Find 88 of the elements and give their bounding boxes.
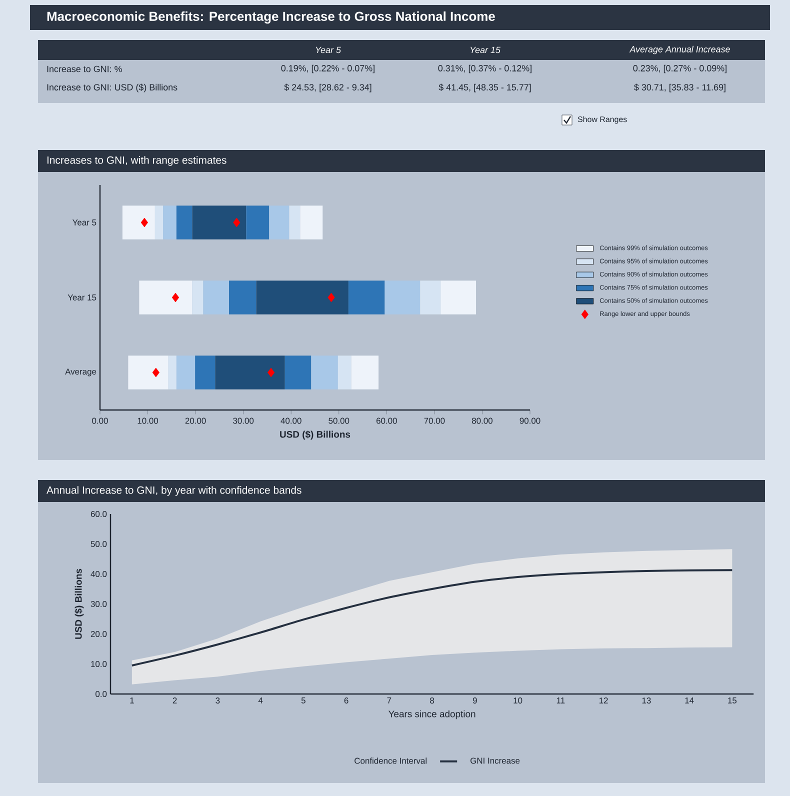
x-tick-label: 10.00 <box>138 418 158 424</box>
bar <box>420 280 441 314</box>
x-tick-label: 20.00 <box>185 418 206 424</box>
text: $ 41.45, [48.35 - 15.77] <box>438 84 531 92</box>
bar <box>348 280 385 314</box>
chart-title: Increases to GNI, with range estimates <box>47 156 226 166</box>
x-tick-label: 60.00 <box>376 418 397 424</box>
x-tick-label: 10 <box>514 698 522 704</box>
bar <box>246 206 270 240</box>
bar <box>300 206 323 240</box>
x-tick-label: 9 <box>472 698 477 704</box>
y-tick-label: 0.0 <box>96 691 107 697</box>
text: $ 24.53, [28.62 - 9.34] <box>284 84 372 92</box>
text: Increase to GNI: USD ($) Billions <box>47 84 178 92</box>
x-tick-label: 80.00 <box>472 418 492 424</box>
bar <box>192 206 246 240</box>
bar <box>122 206 155 240</box>
x-tick-label: 1 <box>130 698 134 704</box>
point <box>172 292 180 302</box>
x-tick-label: 15 <box>728 698 737 704</box>
y-tick-label: 10.0 <box>91 661 107 667</box>
x-tick-label: 3 <box>216 698 220 704</box>
bar <box>338 356 352 390</box>
x-tick-label: 30.00 <box>233 418 254 424</box>
x-tick-label: 7 <box>387 698 392 704</box>
x-tick-label: 40.00 <box>280 418 302 424</box>
x-tick-label: 13 <box>642 698 651 704</box>
x-tick-label: 70.00 <box>424 418 445 424</box>
y-tick-label: 30.0 <box>90 601 107 607</box>
text: 0.23%, [0.27% - 0.09%] <box>633 64 726 74</box>
bar <box>163 206 176 240</box>
text: 0.19%, [0.22% - 0.07%] <box>281 64 374 74</box>
x-axis-title: Years since adoption <box>388 710 476 720</box>
text: Increase to GNI: % <box>47 66 122 72</box>
bar <box>154 206 164 240</box>
bar <box>269 206 290 240</box>
y-tick-label: 20.0 <box>90 631 107 637</box>
point <box>140 218 148 228</box>
x-tick-label: 14 <box>685 698 694 704</box>
bar <box>168 356 176 390</box>
line-series <box>130 569 734 666</box>
chart-title: Annual Increase to GNI, by year with confidence bands <box>46 486 302 496</box>
x-tick-label: 4 <box>258 698 263 704</box>
y-tick-label: Year 5 <box>72 220 96 226</box>
text: 0.31%, [0.37% - 0.12%] <box>438 64 532 74</box>
bar <box>176 206 192 240</box>
text: Average Annual Increase <box>629 46 730 54</box>
bar <box>195 356 216 390</box>
x-tick-label: 90.00 <box>520 418 540 424</box>
bar <box>256 280 348 314</box>
bar <box>284 356 312 390</box>
text: $ 30.71, [35.83 - 11.69] <box>634 84 726 92</box>
x-tick-label: 0.00 <box>92 418 108 424</box>
text: Confidence Interval <box>354 758 427 764</box>
bar <box>176 356 196 390</box>
x-tick-label: 6 <box>344 698 348 704</box>
bar <box>311 356 338 390</box>
point <box>233 218 240 228</box>
bar <box>215 356 285 390</box>
point <box>152 368 160 378</box>
x-tick-label: 5 <box>301 698 306 704</box>
y-tick-label: 60.0 <box>90 511 107 517</box>
y-tick-label: 40.0 <box>90 571 107 577</box>
bar <box>384 280 420 314</box>
x-tick-label: 2 <box>172 698 177 704</box>
text: Year 15 <box>470 46 500 54</box>
x-tick-label: 8 <box>430 698 434 704</box>
bar <box>440 280 476 314</box>
bar <box>203 280 229 314</box>
y-tick-label: Average <box>65 368 96 376</box>
point <box>328 292 335 302</box>
bar <box>128 356 168 390</box>
text: Year 5 <box>316 46 341 54</box>
x-tick-label: 12 <box>599 698 608 704</box>
bar <box>351 356 379 390</box>
point <box>267 368 275 378</box>
y-tick-label: 50.0 <box>90 541 107 547</box>
bar <box>139 280 192 314</box>
x-tick-label: 50.00 <box>328 418 350 424</box>
bar <box>192 280 204 314</box>
legend-label: GNI Increase <box>470 758 520 764</box>
y-tick-label: Year 15 <box>68 294 96 300</box>
text: Macroeconomic Benefits: Percentage Increase to Gross National Income <box>47 11 495 24</box>
x-axis-title: USD ($) Billions <box>280 430 350 440</box>
x-tick-label: 11 <box>556 698 565 704</box>
y-axis-title: USD ($) Billions <box>74 568 84 639</box>
bar <box>289 206 300 240</box>
bar <box>229 280 256 314</box>
